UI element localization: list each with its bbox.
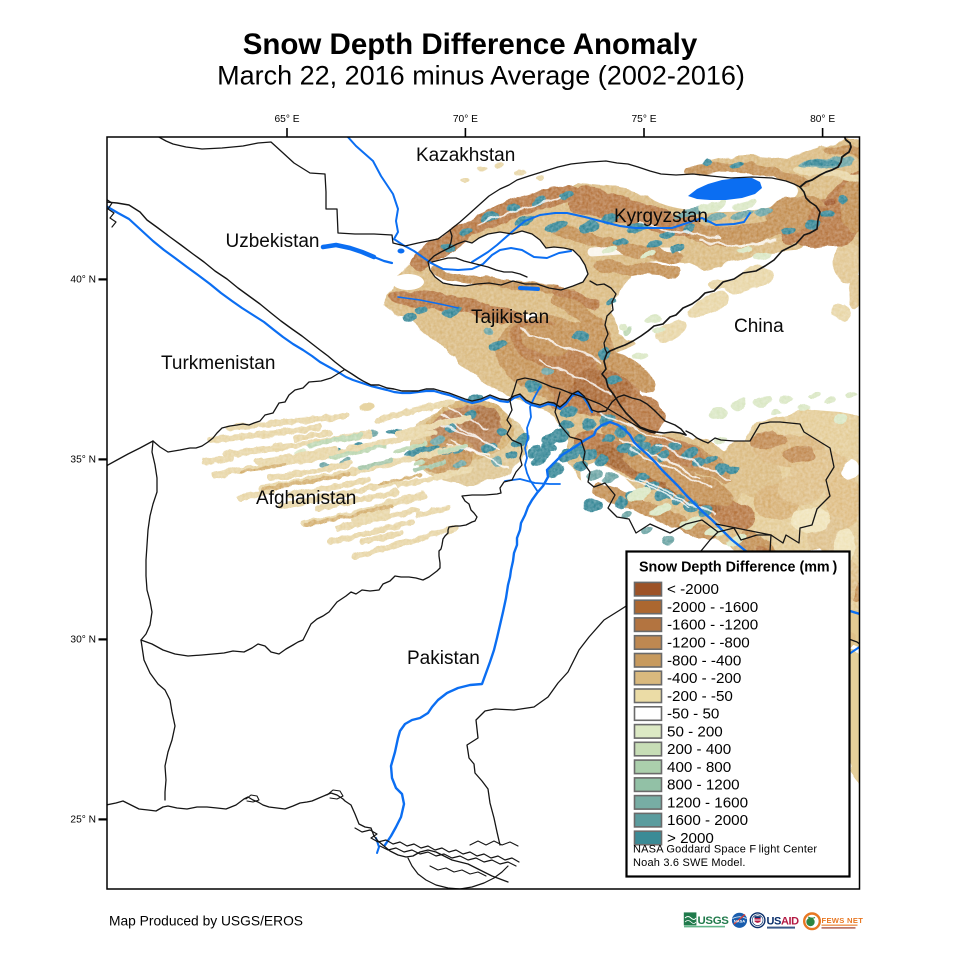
- svg-text:1600 - 2000: 1600 - 2000: [667, 812, 748, 829]
- svg-text:Uzbekistan: Uzbekistan: [226, 231, 320, 252]
- svg-text:1200 - 1600: 1200 - 1600: [667, 794, 748, 811]
- svg-text:Pakistan: Pakistan: [407, 648, 480, 669]
- svg-text:800 - 1200: 800 - 1200: [667, 777, 740, 794]
- svg-text:65° E: 65° E: [274, 114, 299, 125]
- svg-text:200 - 400: 200 - 400: [667, 741, 731, 758]
- svg-text:-1200 - -800: -1200 - -800: [667, 635, 750, 652]
- svg-text:USGS: USGS: [698, 915, 730, 927]
- svg-text:Snow Depth Difference (mm ): Snow Depth Difference (mm ): [639, 560, 838, 576]
- svg-text:40° N: 40° N: [70, 275, 96, 286]
- svg-text:400 - 800: 400 - 800: [667, 759, 731, 776]
- svg-text:FEWS NET: FEWS NET: [822, 916, 864, 925]
- svg-text:25° N: 25° N: [70, 815, 96, 826]
- svg-text:-400 - -200: -400 - -200: [667, 670, 741, 687]
- svg-text:NASA Goddard Space F light Cen: NASA Goddard Space F light Center: [633, 844, 817, 856]
- svg-text:Snow Depth Difference Anomaly: Snow Depth Difference Anomaly: [243, 28, 698, 61]
- svg-text:Map Produced by USGS/EROS: Map Produced by USGS/EROS: [109, 914, 303, 929]
- svg-text:-1600 - -1200: -1600 - -1200: [667, 617, 758, 634]
- svg-text:Kazakhstan: Kazakhstan: [416, 145, 515, 166]
- svg-text:> 2000: > 2000: [667, 830, 714, 847]
- svg-text:75° E: 75° E: [631, 114, 656, 125]
- svg-text:NASA: NASA: [734, 918, 745, 923]
- svg-text:-800 - -400: -800 - -400: [667, 652, 741, 669]
- svg-text:30° N: 30° N: [70, 635, 96, 646]
- svg-text:70° E: 70° E: [453, 114, 478, 125]
- svg-text:-200 - -50: -200 - -50: [667, 688, 733, 705]
- svg-text:Kyrgyzstan: Kyrgyzstan: [614, 206, 708, 227]
- svg-text:Noah 3.6 SWE Model.: Noah 3.6 SWE Model.: [633, 857, 746, 869]
- svg-text:-2000 - -1600: -2000 - -1600: [667, 599, 758, 616]
- svg-text:Turkmenistan: Turkmenistan: [161, 353, 275, 374]
- svg-text:80° E: 80° E: [810, 114, 835, 125]
- svg-text:Afghanistan: Afghanistan: [256, 488, 356, 509]
- svg-text:USAID: USAID: [767, 916, 800, 928]
- svg-text:-50 - 50: -50 - 50: [667, 706, 719, 723]
- svg-text:50 - 200: 50 - 200: [667, 723, 723, 740]
- svg-text:China: China: [734, 316, 784, 337]
- svg-text:35° N: 35° N: [70, 455, 96, 466]
- svg-text:Tajikistan: Tajikistan: [471, 307, 549, 328]
- svg-text:March 22, 2016 minus Average (: March 22, 2016 minus Average (2002-2016): [217, 61, 745, 91]
- svg-text:< -2000: < -2000: [667, 581, 719, 598]
